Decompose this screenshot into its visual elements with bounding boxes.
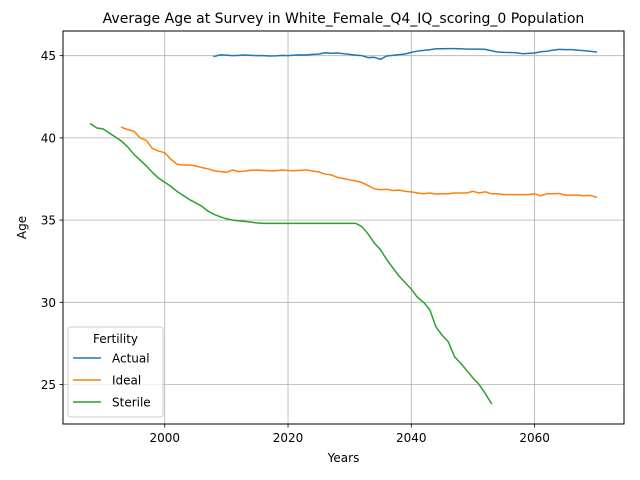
y-tick-label: 30: [41, 296, 56, 310]
series-lines: [89, 47, 598, 405]
legend-label-sterile: Sterile: [112, 396, 151, 410]
series-line-actual: [213, 47, 598, 61]
x-tick-label: 2020: [273, 431, 304, 445]
grid: [63, 31, 624, 424]
x-axis-label: Years: [327, 451, 360, 465]
y-tick-label: 40: [41, 131, 56, 145]
legend-box: [67, 326, 164, 418]
series-line-sterile: [89, 122, 493, 405]
x-tick-label: 2060: [519, 431, 550, 445]
legend-label-ideal: Ideal: [112, 374, 141, 388]
chart-title: Average Age at Survey in White_Female_Q4…: [103, 11, 585, 27]
legend-label-actual: Actual: [112, 352, 150, 366]
y-tick-label: 45: [41, 49, 56, 63]
series-line-ideal: [120, 126, 598, 198]
y-axis-label: Age: [15, 216, 29, 239]
y-tick-label: 35: [41, 214, 56, 228]
legend-title: Fertility: [93, 332, 138, 346]
x-tick-label: 2040: [396, 431, 427, 445]
y-tick-label: 25: [41, 378, 56, 392]
legend: Fertility Actual Ideal Sterile: [67, 326, 164, 418]
x-tick-label: 2000: [149, 431, 180, 445]
plot-frame: [62, 30, 625, 425]
legend-entries: Actual Ideal Sterile: [73, 352, 151, 410]
axis-ticks: 2000 2020 2040 2060 25 30 35 40 45: [41, 49, 550, 445]
